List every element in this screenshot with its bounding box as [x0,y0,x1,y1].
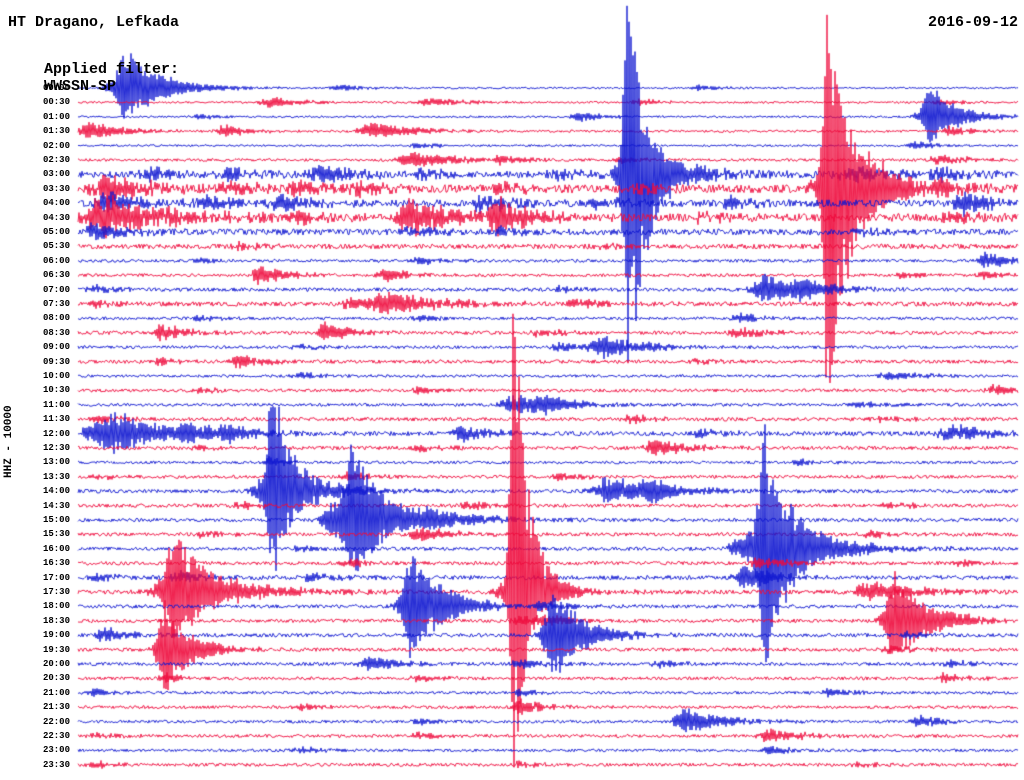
time-label: 16:30 [42,558,70,569]
time-label: 19:30 [42,644,70,655]
time-label: 03:00 [42,169,70,180]
time-label: 13:30 [42,471,70,482]
time-label: 16:00 [42,543,70,554]
time-label: 01:00 [42,111,70,122]
time-label: 09:30 [42,356,70,367]
time-label: 22:30 [42,731,70,741]
time-label: 08:00 [42,313,70,324]
time-label: 04:00 [42,198,70,209]
time-label: 21:30 [42,702,70,713]
time-label: 10:30 [42,385,70,396]
time-label: 22:00 [42,716,70,727]
time-label: 08:30 [42,327,70,338]
filter-value: WWSSN-SP [44,78,117,95]
date-label: 2016-09-12 [927,14,1018,31]
time-label: 01:30 [42,126,70,137]
time-label: 11:30 [42,414,70,425]
time-label: 09:00 [42,342,70,353]
time-label: 17:00 [42,572,70,583]
time-label: 12:00 [42,428,70,439]
time-label: 02:00 [42,140,70,151]
time-label: 17:30 [42,587,70,597]
time-label: 18:00 [42,601,70,612]
time-label: 23:00 [42,745,70,756]
time-label: 19:00 [42,630,70,641]
time-label: 14:30 [42,500,70,511]
time-label: 00:00 [42,83,70,93]
time-label: 21:00 [42,687,70,698]
time-label: 23:30 [42,759,70,770]
time-label: 13:00 [42,457,70,468]
time-label: 15:30 [42,529,70,540]
filter-line: Applied filter: WWSSN-SP [8,44,179,112]
time-label: 04:30 [42,212,70,223]
time-label: 06:30 [42,270,70,281]
time-label: 12:30 [42,443,70,453]
time-label: 03:30 [42,183,70,194]
filter-label: Applied filter: [44,61,180,78]
time-label: 00:30 [42,97,70,108]
time-label: 15:00 [42,515,70,525]
time-label: 06:00 [42,255,70,266]
time-label: 07:00 [42,284,70,295]
time-label: 20:30 [42,673,70,684]
station-title: HT Dragano, Lefkada [8,14,180,31]
time-label: 20:00 [42,659,70,669]
time-label: 05:00 [42,227,70,237]
time-label: 07:30 [42,299,70,309]
time-label: 10:00 [42,371,70,381]
time-label: 18:30 [42,615,70,626]
time-label: 14:00 [42,486,70,497]
time-label: 05:30 [42,241,70,252]
time-label: 02:30 [42,155,70,165]
time-label: 11:00 [42,399,70,410]
